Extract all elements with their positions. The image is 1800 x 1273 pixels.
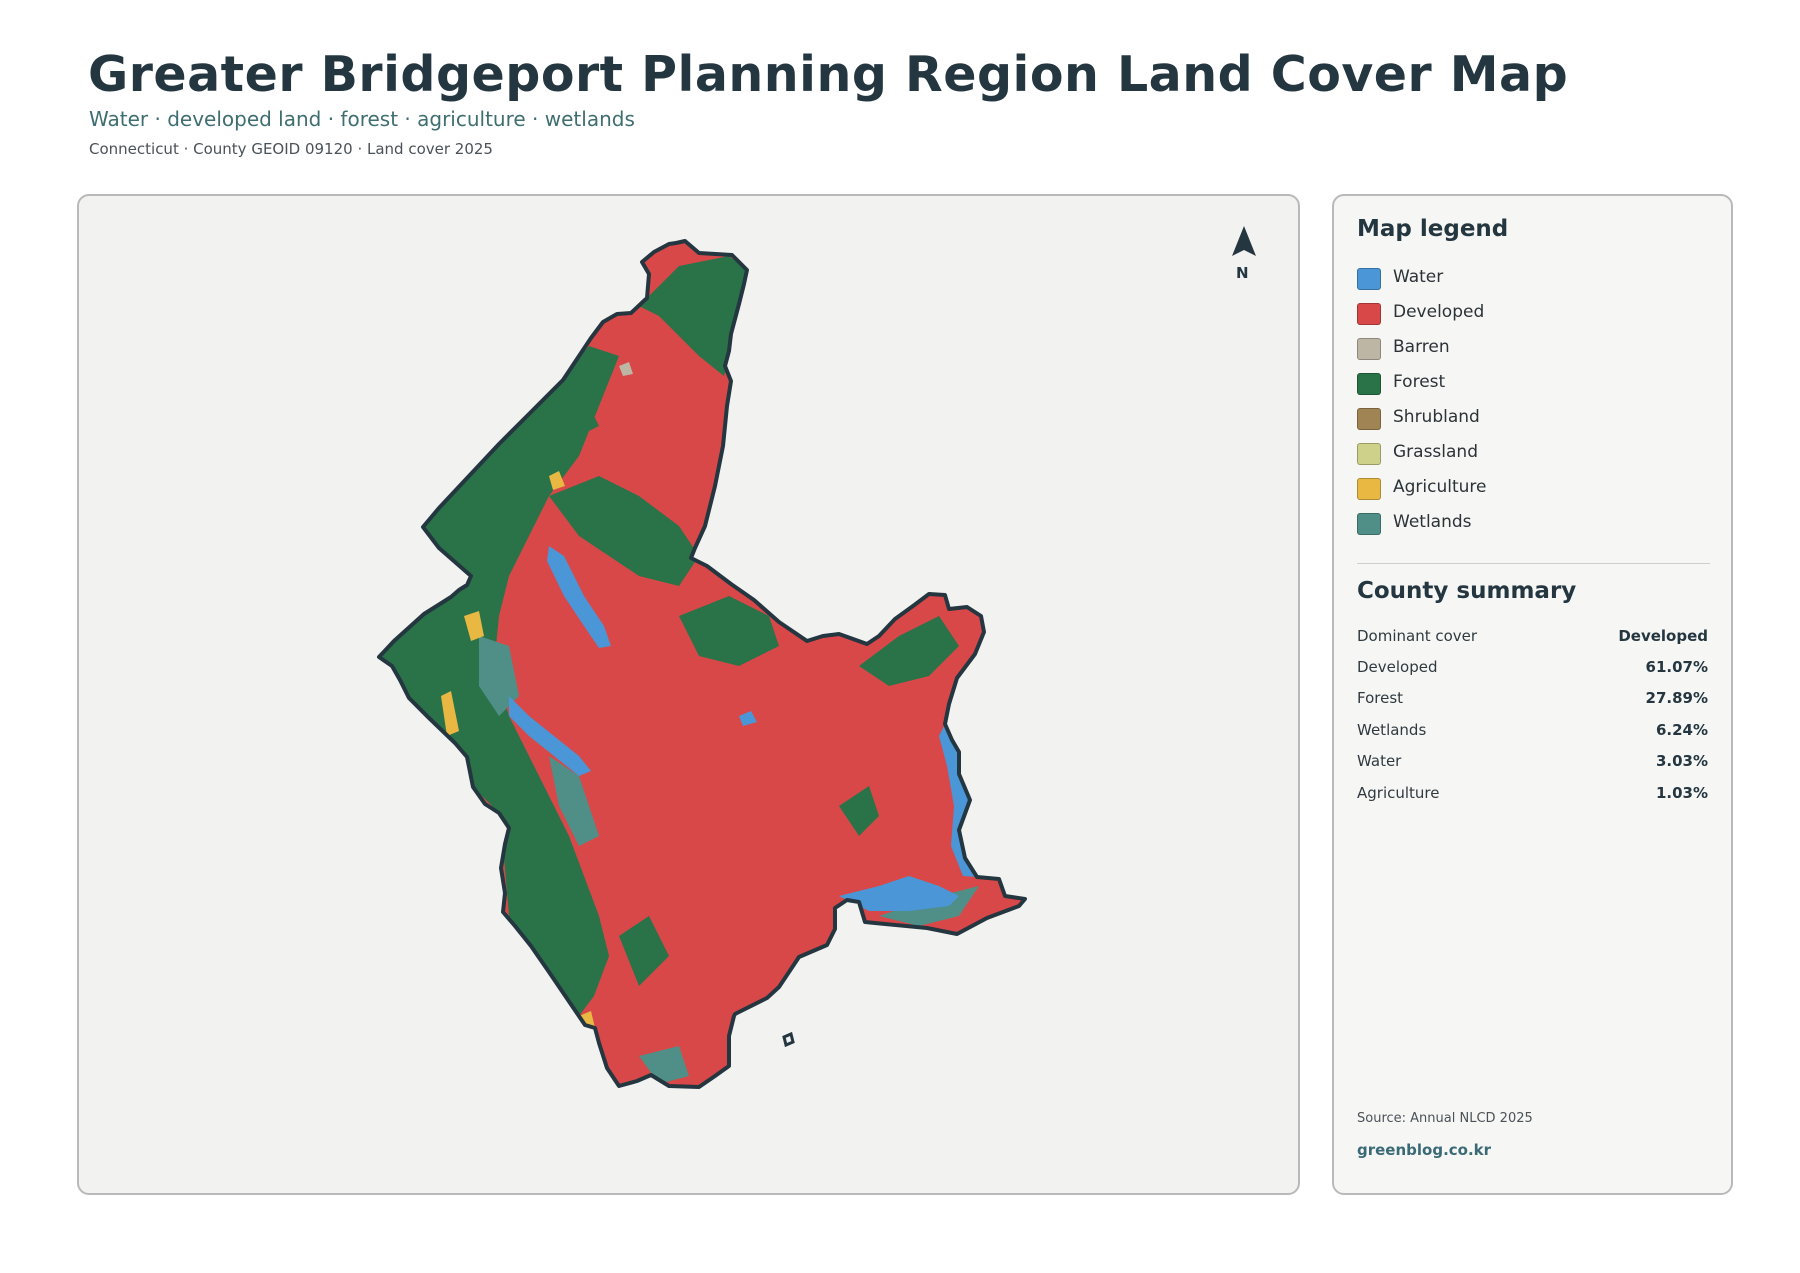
- page-meta: Connecticut · County GEOID 09120 · Land …: [89, 140, 493, 158]
- swatch: [1357, 478, 1381, 500]
- water-lake-upper: [547, 546, 611, 648]
- legend-item-water: Water: [1357, 266, 1487, 301]
- legend-label: Shrubland: [1393, 407, 1480, 427]
- summary-row: Dominant cover Developed: [1357, 620, 1708, 651]
- wetlands-strip: [549, 756, 599, 846]
- summary-key: Agriculture: [1357, 783, 1440, 802]
- summary-key: Developed: [1357, 658, 1438, 677]
- water-pond: [739, 711, 757, 726]
- land-cover-map[interactable]: [79, 196, 1300, 1195]
- swatch: [1357, 408, 1381, 430]
- agriculture-patch-b: [441, 691, 459, 736]
- summary-row: Developed 61.07%: [1357, 651, 1708, 682]
- legend-label: Barren: [1393, 337, 1450, 357]
- summary-value: 61.07%: [1645, 658, 1708, 677]
- land-cover-layers: [379, 241, 1025, 1087]
- forest-patch-d: [619, 916, 669, 986]
- forest-patch-c: [839, 786, 879, 836]
- forest-west: [379, 346, 619, 1016]
- summary-key: Wetlands: [1357, 720, 1427, 739]
- barren-patch: [619, 362, 633, 376]
- side-panel: Map legend Water Developed Barren Forest…: [1332, 194, 1733, 1195]
- island: [782, 1031, 795, 1048]
- legend-heading: Map legend: [1357, 216, 1509, 242]
- agriculture-patch-d: [549, 471, 565, 490]
- summary-key: Dominant cover: [1357, 626, 1478, 645]
- legend-label: Grassland: [1393, 442, 1478, 462]
- summary-key: Water: [1357, 752, 1402, 771]
- legend-item-barren: Barren: [1357, 336, 1487, 371]
- summary-row: Agriculture 1.03%: [1357, 777, 1708, 808]
- legend-list: Water Developed Barren Forest Shrubland …: [1357, 266, 1487, 546]
- summary-value: Developed: [1618, 626, 1708, 645]
- forest-center: [549, 476, 699, 586]
- forest-north: [639, 256, 747, 376]
- summary-value: 6.24%: [1655, 720, 1708, 739]
- summary-value: 1.03%: [1655, 783, 1708, 802]
- legend-label: Wetlands: [1393, 512, 1472, 532]
- page-subtitle: Water · developed land · forest · agricu…: [89, 107, 635, 131]
- forest-patch-a: [679, 596, 779, 666]
- legend-item-forest: Forest: [1357, 371, 1487, 406]
- legend-label: Forest: [1393, 372, 1446, 392]
- county-boundary: [377, 239, 1027, 1089]
- summary-row: Wetlands 6.24%: [1357, 714, 1708, 745]
- legend-item-agriculture: Agriculture: [1357, 476, 1487, 511]
- brand-link[interactable]: greenblog.co.kr: [1357, 1141, 1492, 1159]
- source-note: Source: Annual NLCD 2025: [1357, 1111, 1533, 1126]
- legend-item-shrubland: Shrubland: [1357, 406, 1487, 441]
- legend-item-developed: Developed: [1357, 301, 1487, 336]
- swatch: [1357, 373, 1381, 395]
- legend-label: Water: [1393, 267, 1444, 287]
- swatch: [1357, 443, 1381, 465]
- legend-item-wetlands: Wetlands: [1357, 511, 1487, 546]
- legend-label: Developed: [1393, 302, 1485, 322]
- summary-heading: County summary: [1357, 578, 1577, 604]
- forest-patch-e: [539, 386, 599, 446]
- summary-value: 3.03%: [1655, 752, 1708, 771]
- north-label: N: [1236, 264, 1249, 282]
- legend-label: Agriculture: [1393, 477, 1487, 497]
- agriculture-patch-a: [464, 611, 484, 641]
- north-arrow-icon: [1232, 226, 1256, 256]
- summary-row: Forest 27.89%: [1357, 683, 1708, 714]
- water-east-edge: [939, 724, 977, 877]
- summary-table: Dominant cover Developed Developed 61.07% …: [1357, 620, 1708, 808]
- map-panel[interactable]: [77, 194, 1300, 1195]
- swatch: [1357, 513, 1381, 535]
- swatch: [1357, 268, 1381, 290]
- wetlands-patch: [639, 1046, 689, 1084]
- swatch: [1357, 303, 1381, 325]
- page-title: Greater Bridgeport Planning Region Land …: [88, 46, 1569, 103]
- legend-item-grassland: Grassland: [1357, 441, 1487, 476]
- divider: [1357, 563, 1710, 564]
- summary-row: Water 3.03%: [1357, 746, 1708, 777]
- swatch: [1357, 338, 1381, 360]
- summary-key: Forest: [1357, 689, 1404, 708]
- summary-value: 27.89%: [1645, 689, 1708, 708]
- water-lake-lower: [509, 696, 591, 776]
- forest-patch-b: [859, 616, 959, 686]
- water-coast: [839, 876, 959, 911]
